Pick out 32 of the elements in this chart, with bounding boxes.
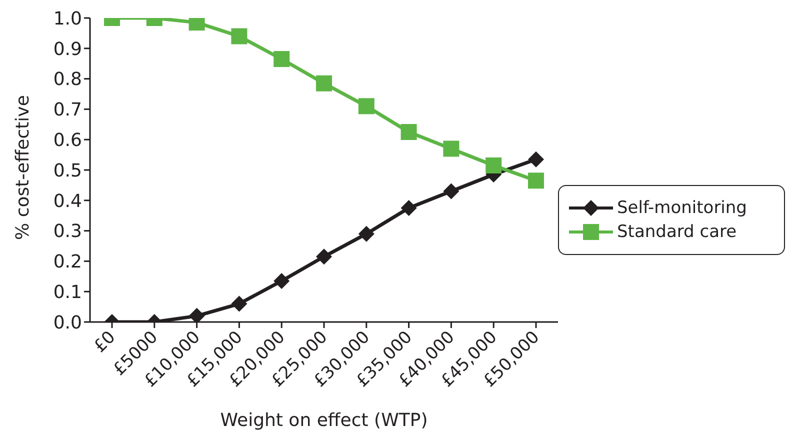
y-tick-label: 0.5 (53, 160, 82, 182)
point (528, 172, 544, 189)
y-axis-title: % cost-effective (12, 95, 34, 240)
point (528, 151, 544, 168)
y-tick-label: 0.7 (53, 100, 82, 121)
point (443, 183, 460, 200)
y-tick-label: 0.8 (53, 69, 82, 90)
y-tick-label: 0.0 (53, 312, 82, 334)
point (274, 51, 290, 68)
point (358, 226, 374, 242)
y-tick-label: 0.4 (53, 190, 82, 212)
point (188, 308, 205, 322)
point (274, 272, 290, 289)
y-tick-label: 0.9 (53, 38, 82, 60)
y-tick-label: 0.1 (53, 282, 82, 303)
point (400, 200, 417, 216)
point (231, 28, 248, 44)
point (316, 248, 332, 265)
legend-label: Standard care (617, 222, 737, 242)
point (400, 124, 417, 140)
point (231, 296, 248, 312)
y-tick-label: 0.2 (53, 252, 82, 273)
y-tick-label: 0.6 (53, 130, 82, 151)
point (358, 98, 374, 114)
x-axis-title: Weight on effect (WTP) (220, 410, 428, 431)
point (486, 157, 502, 174)
point (316, 75, 332, 92)
y-tick-label: 0.3 (53, 221, 82, 242)
x-tick-label: £0 (90, 327, 120, 357)
y-tick-label: 1.0 (53, 8, 82, 30)
legend-label: Self-monitoring (617, 198, 747, 218)
point (443, 140, 460, 157)
